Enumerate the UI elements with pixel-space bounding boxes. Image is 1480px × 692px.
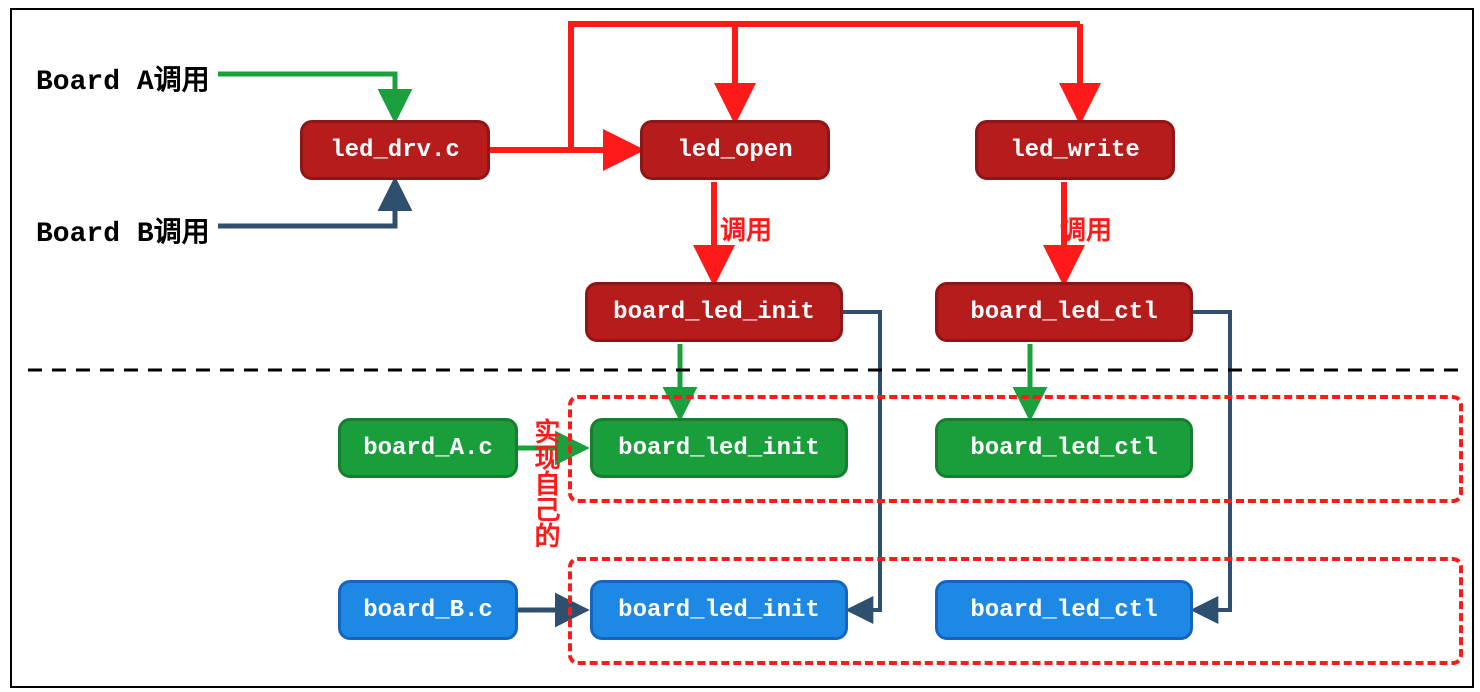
diagram-canvas: led_drv.c led_open led_write board_led_init… [0,0,1480,692]
node-led_write: led_write [975,120,1175,180]
node-board_a: board_A.c [338,418,518,478]
node-label: led_open [677,137,792,164]
node-label: board_A.c [363,435,493,462]
node-board_b: board_B.c [338,580,518,640]
node-label: board_led_init [613,299,815,326]
node-b_led_ctl: board_led_ctl [935,282,1193,342]
node-b_led_init: board_led_init [585,282,843,342]
node-led_open: led_open [640,120,830,180]
label-call1: 调用 [720,210,772,247]
label-lblA: Board A调用 [36,58,210,98]
group-dashA [568,395,1463,503]
label-call2: 调用 [1060,210,1112,247]
label-impl: 实现自己的 [526,418,563,548]
group-dashB [568,557,1463,665]
node-label: led_write [1010,137,1140,164]
node-label: board_B.c [363,597,493,624]
node-label: led_drv.c [330,137,460,164]
node-label: board_led_ctl [970,299,1157,326]
node-led_drv: led_drv.c [300,120,490,180]
label-lblB: Board B调用 [36,210,210,250]
